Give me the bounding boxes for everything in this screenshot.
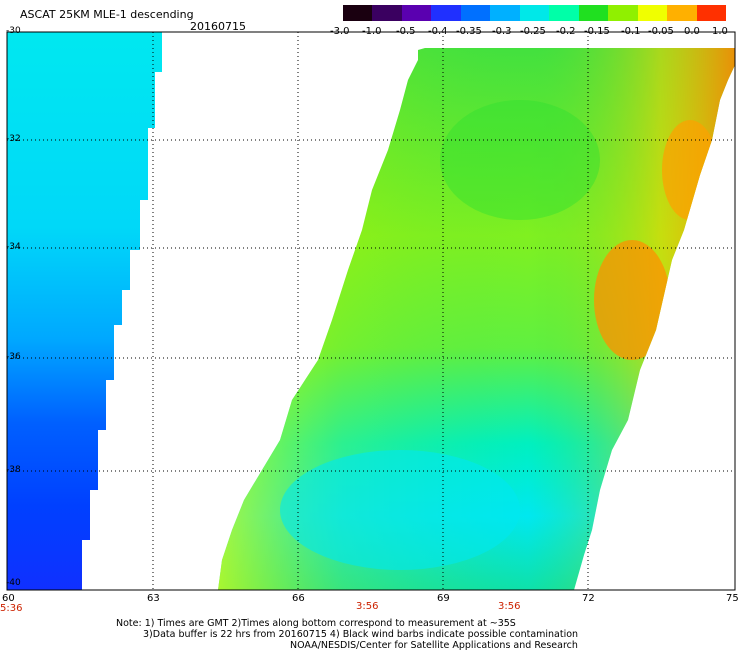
colorbar-swatch — [519, 5, 550, 21]
graticule — [7, 32, 735, 590]
colorbar-swatch — [490, 5, 520, 21]
colorbar-swatch — [431, 5, 461, 21]
pass-time: 5:36 — [0, 603, 23, 614]
lon-label: 66 — [292, 593, 305, 604]
lat-label: -32 — [6, 134, 21, 144]
colorbar-swatch — [637, 5, 668, 21]
lon-label: 60 — [2, 593, 15, 604]
colorbar-swatch — [667, 5, 697, 21]
lon-label: 75 — [726, 593, 739, 604]
lat-label: -34 — [6, 242, 21, 252]
pass-time: 3:56 — [356, 601, 379, 612]
cyan-patch — [280, 450, 520, 570]
product-title: ASCAT 25KM MLE-1 descending — [20, 8, 194, 21]
note-line: 3)Data buffer is 22 hrs from 20160715 4)… — [143, 629, 579, 640]
colorbar — [343, 5, 727, 21]
colorbar-swatch — [608, 5, 638, 21]
lon-label: 72 — [582, 593, 595, 604]
pass-time: 3:56 — [498, 601, 521, 612]
note-line: Note: 1) Times are GMT 2)Times along bot… — [116, 618, 516, 629]
colorbar-swatch — [372, 5, 402, 21]
colorbar-swatch — [343, 5, 373, 21]
lat-label: -38 — [6, 465, 21, 475]
lat-label: -36 — [6, 352, 21, 362]
colorbar-swatch — [460, 5, 491, 21]
date-label: 20160715 — [190, 20, 246, 33]
colorbar-swatch — [696, 5, 727, 21]
colorbar-swatch — [549, 5, 579, 21]
lat-label: -40 — [6, 578, 21, 588]
green-patch — [440, 100, 600, 220]
plot-frame — [6, 31, 736, 591]
note-line: NOAA/NESDIS/Center for Satellite Applica… — [290, 640, 578, 651]
orange-patch — [594, 240, 670, 360]
colorbar-swatch — [401, 5, 432, 21]
lat-label: -30 — [6, 26, 21, 36]
left-swath — [7, 32, 162, 590]
lon-label: 63 — [147, 593, 160, 604]
lon-label: 69 — [437, 593, 450, 604]
colorbar-swatch — [578, 5, 609, 21]
orange-patch — [662, 120, 718, 220]
